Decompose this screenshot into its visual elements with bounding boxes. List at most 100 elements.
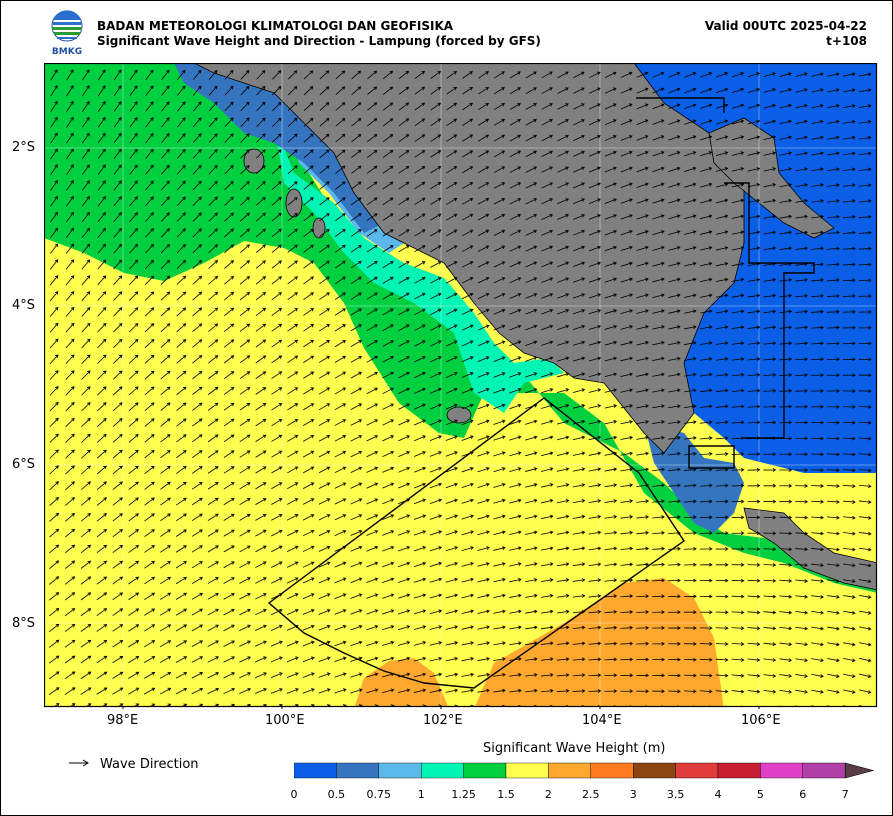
- wave-arrow: [715, 673, 729, 678]
- wave-arrow: [668, 499, 681, 504]
- wave-arrow: [144, 259, 155, 270]
- wave-arrow: [731, 325, 745, 330]
- wave-arrow: [588, 340, 602, 346]
- wave-arrow: [509, 134, 522, 142]
- wave-arrow: [858, 199, 872, 203]
- wave-arrow: [525, 530, 538, 535]
- wave-arrow: [351, 102, 362, 111]
- wave-arrow: [493, 435, 506, 441]
- wave-arrow: [556, 657, 570, 662]
- wave-arrow: [620, 119, 633, 126]
- wave-arrow: [604, 324, 618, 330]
- wave-arrow: [319, 324, 330, 332]
- wave-arrow: [287, 482, 299, 490]
- wave-arrow: [97, 180, 106, 191]
- wave-arrow: [842, 262, 856, 267]
- wave-arrow: [747, 610, 761, 615]
- wave-arrow: [350, 530, 363, 536]
- wave-arrow: [334, 308, 346, 316]
- logo-text: BMKG: [52, 47, 82, 56]
- wave-arrow: [144, 671, 156, 679]
- wave-arrow: [588, 245, 601, 252]
- wave-arrow: [350, 324, 362, 332]
- wave-arrow: [208, 180, 218, 191]
- wave-arrow: [461, 672, 475, 677]
- wave-arrow: [223, 608, 235, 616]
- wave-arrow: [588, 261, 601, 267]
- wave-arrow: [477, 514, 490, 520]
- wave-arrow: [64, 655, 76, 664]
- wave-arrow: [525, 134, 537, 142]
- wave-arrow: [858, 389, 872, 394]
- wave-arrow: [541, 340, 554, 346]
- wave-arrow: [145, 164, 154, 175]
- wave-arrow: [81, 164, 90, 175]
- wave-arrow: [493, 261, 506, 268]
- x-tick: 104°E: [582, 713, 622, 728]
- wave-arrow: [525, 324, 538, 331]
- wave-arrow: [287, 149, 298, 159]
- wave-arrow: [240, 70, 250, 80]
- wave-arrow: [747, 452, 761, 456]
- wave-arrow: [636, 135, 649, 141]
- wave-arrow: [541, 166, 554, 173]
- wave-arrow: [556, 499, 570, 504]
- wave-arrow: [747, 689, 761, 694]
- wave-arrow: [49, 417, 59, 428]
- wave-arrow: [429, 593, 443, 599]
- wave-arrow: [572, 530, 586, 535]
- wave-arrow: [572, 562, 586, 567]
- wave-arrow: [525, 340, 538, 347]
- wave-arrow: [572, 546, 586, 551]
- wave-arrow: [382, 403, 394, 410]
- wave-arrow: [684, 182, 697, 188]
- wave-arrow: [668, 657, 681, 662]
- wave-arrow: [636, 657, 650, 662]
- wave-arrow: [477, 530, 490, 536]
- wave-arrow: [525, 562, 538, 567]
- wave-arrow: [239, 450, 251, 458]
- wave-arrow: [128, 497, 139, 506]
- wave-arrow: [779, 388, 793, 393]
- wave-arrow: [429, 672, 443, 678]
- wave-arrow: [461, 482, 474, 489]
- wave-arrow: [843, 119, 856, 124]
- wave-arrow: [493, 419, 506, 425]
- wave-arrow: [620, 625, 634, 630]
- wave-arrow: [779, 198, 793, 203]
- wave-arrow: [239, 418, 251, 427]
- wave-arrow: [112, 370, 123, 380]
- wave-arrow: [842, 389, 856, 393]
- wave-arrow: [795, 151, 808, 156]
- wave-arrow: [286, 593, 299, 600]
- wave-arrow: [620, 530, 634, 535]
- wave-arrow: [335, 213, 346, 222]
- wave-arrow: [572, 673, 586, 678]
- wave-arrow: [462, 71, 474, 79]
- wave-arrow: [207, 450, 219, 458]
- wave-arrow: [779, 88, 792, 93]
- wave-arrow: [350, 577, 363, 584]
- wave-arrow: [144, 592, 156, 601]
- wave-arrow: [731, 214, 745, 219]
- wave-arrow: [192, 85, 202, 96]
- wave-arrow: [699, 562, 713, 567]
- wave-arrow: [176, 291, 187, 301]
- wave-arrow: [556, 594, 570, 598]
- wave-arrow: [255, 323, 267, 332]
- wave-arrow: [302, 656, 315, 663]
- wave-arrow: [652, 214, 665, 220]
- wave-arrow: [477, 277, 490, 284]
- wave-arrow: [397, 609, 411, 615]
- wave-arrow: [652, 119, 665, 125]
- wave-arrow: [477, 467, 490, 473]
- wave-arrow: [96, 433, 107, 443]
- wave-arrow: [477, 103, 490, 111]
- wave-arrow: [65, 338, 75, 349]
- wave-arrow: [795, 230, 809, 235]
- wave-arrow: [319, 339, 331, 348]
- wave-arrow: [351, 86, 362, 95]
- wave-arrow: [223, 402, 235, 411]
- wave-arrow: [350, 609, 363, 615]
- wave-arrow: [129, 180, 138, 191]
